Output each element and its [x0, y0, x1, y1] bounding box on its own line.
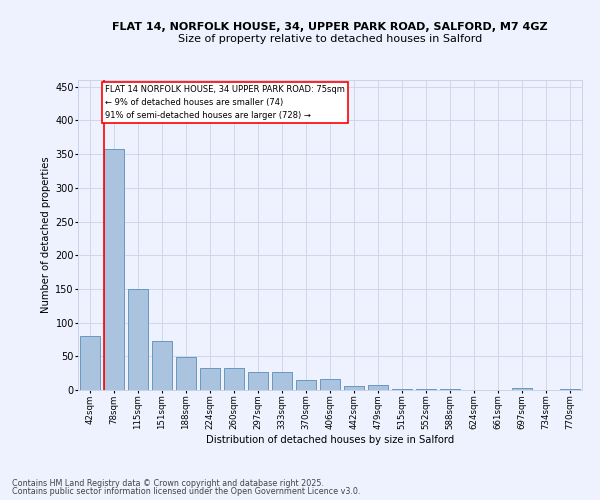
Text: Size of property relative to detached houses in Salford: Size of property relative to detached ho… — [178, 34, 482, 44]
Text: Contains public sector information licensed under the Open Government Licence v3: Contains public sector information licen… — [12, 487, 361, 496]
Bar — [128, 289, 148, 390]
Bar — [248, 372, 268, 390]
Bar — [368, 386, 388, 390]
Bar — [80, 336, 100, 390]
Text: FLAT 14 NORFOLK HOUSE, 34 UPPER PARK ROAD: 75sqm
← 9% of detached houses are sma: FLAT 14 NORFOLK HOUSE, 34 UPPER PARK ROA… — [105, 84, 345, 120]
Bar — [344, 386, 364, 390]
Bar — [512, 388, 532, 390]
Y-axis label: Number of detached properties: Number of detached properties — [41, 156, 51, 314]
Bar — [200, 368, 220, 390]
Bar — [176, 357, 196, 390]
Bar — [152, 341, 172, 390]
Text: FLAT 14, NORFOLK HOUSE, 34, UPPER PARK ROAD, SALFORD, M7 4GZ: FLAT 14, NORFOLK HOUSE, 34, UPPER PARK R… — [112, 22, 548, 32]
Bar — [320, 379, 340, 390]
Bar — [272, 372, 292, 390]
Bar — [296, 380, 316, 390]
Text: Contains HM Land Registry data © Crown copyright and database right 2025.: Contains HM Land Registry data © Crown c… — [12, 478, 324, 488]
Bar — [104, 148, 124, 390]
Bar — [560, 388, 580, 390]
X-axis label: Distribution of detached houses by size in Salford: Distribution of detached houses by size … — [206, 434, 454, 444]
Bar — [224, 368, 244, 390]
